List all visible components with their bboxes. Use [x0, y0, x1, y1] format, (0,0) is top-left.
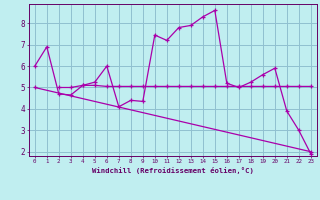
- X-axis label: Windchill (Refroidissement éolien,°C): Windchill (Refroidissement éolien,°C): [92, 167, 254, 174]
